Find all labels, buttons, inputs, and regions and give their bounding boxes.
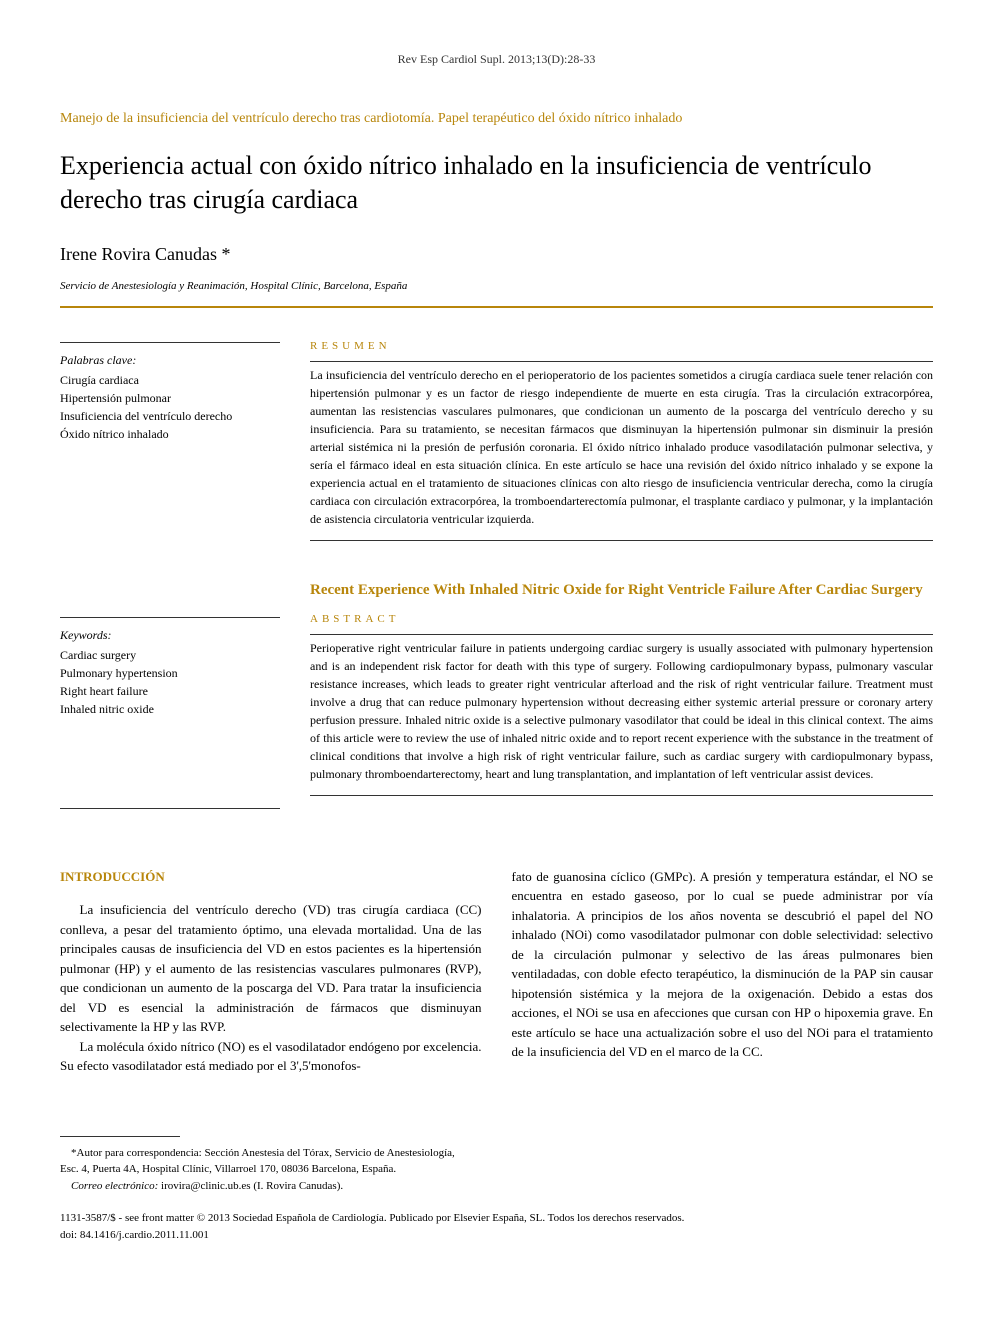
- email-label: Correo electrónico:: [71, 1180, 161, 1192]
- doi-line: doi: 84.1416/j.cardio.2011.11.001: [60, 1227, 933, 1244]
- keyword-item: Óxido nítrico inhalado: [60, 425, 280, 443]
- body-paragraph: La insuficiencia del ventrículo derecho …: [60, 900, 482, 1037]
- footnotes: *Autor para correspondencia: Sección Ane…: [60, 1136, 933, 1195]
- abstract-english: Recent Experience With Inhaled Nitric Ox…: [310, 563, 933, 817]
- author-name: Irene Rovira Canudas *: [60, 241, 933, 268]
- keywords-spanish: Palabras clave: Cirugía cardiaca Hiperte…: [60, 338, 280, 545]
- author-affiliation: Servicio de Anestesiología y Reanimación…: [60, 278, 933, 295]
- keyword-item: Cardiac surgery: [60, 646, 280, 664]
- abstract-section-english: Keywords: Cardiac surgery Pulmonary hype…: [60, 563, 933, 817]
- abstract-section-spanish: Palabras clave: Cirugía cardiaca Hiperte…: [60, 338, 933, 545]
- keyword-item: Insuficiencia del ventrículo derecho: [60, 407, 280, 425]
- abstract-heading-en: ABSTRACT: [310, 611, 933, 628]
- keywords-english: Keywords: Cardiac surgery Pulmonary hype…: [60, 563, 280, 817]
- article-title: Experiencia actual con óxido nítrico inh…: [60, 149, 933, 217]
- footnote-email: Correo electrónico: irovira@clinic.ub.es…: [60, 1178, 933, 1195]
- journal-reference: Rev Esp Cardiol Supl. 2013;13(D):28-33: [60, 50, 933, 68]
- body-paragraph: La molécula óxido nítrico (NO) es el vas…: [60, 1037, 482, 1076]
- copyright-line: 1131-3587/$ - see front matter © 2013 So…: [60, 1210, 933, 1227]
- abstract-spanish: RESUMEN La insuficiencia del ventrículo …: [310, 338, 933, 545]
- footnote-line: *Autor para correspondencia: Sección Ane…: [60, 1145, 933, 1162]
- abstract-text-es: La insuficiencia del ventrículo derecho …: [310, 366, 933, 528]
- keywords-label-en: Keywords:: [60, 626, 280, 644]
- abstract-text-en: Perioperative right ventricular failure …: [310, 639, 933, 783]
- keyword-item: Hipertensión pulmonar: [60, 389, 280, 407]
- keyword-item: Cirugía cardiaca: [60, 371, 280, 389]
- email-value: irovira@clinic.ub.es (I. Rovira Canudas)…: [161, 1180, 343, 1192]
- body-paragraph: fato de guanosina cíclico (GMPc). A pres…: [512, 867, 934, 1062]
- article-body: INTRODUCCIÓN La insuficiencia del ventrí…: [60, 867, 933, 1076]
- body-column-left: INTRODUCCIÓN La insuficiencia del ventrí…: [60, 867, 482, 1076]
- abstract-heading-es: RESUMEN: [310, 338, 933, 355]
- footnote-line: Esc. 4, Puerta 4A, Hospital Clínic, Vill…: [60, 1161, 933, 1178]
- divider-accent: [60, 306, 933, 308]
- keyword-item: Inhaled nitric oxide: [60, 700, 280, 718]
- section-header: Manejo de la insuficiencia del ventrícul…: [60, 108, 933, 129]
- keyword-item: Pulmonary hypertension: [60, 664, 280, 682]
- doi-block: 1131-3587/$ - see front matter © 2013 So…: [60, 1210, 933, 1243]
- body-column-right: fato de guanosina cíclico (GMPc). A pres…: [512, 867, 934, 1076]
- english-title: Recent Experience With Inhaled Nitric Ox…: [310, 579, 933, 602]
- keyword-item: Right heart failure: [60, 682, 280, 700]
- intro-heading: INTRODUCCIÓN: [60, 867, 482, 887]
- keywords-label-es: Palabras clave:: [60, 351, 280, 369]
